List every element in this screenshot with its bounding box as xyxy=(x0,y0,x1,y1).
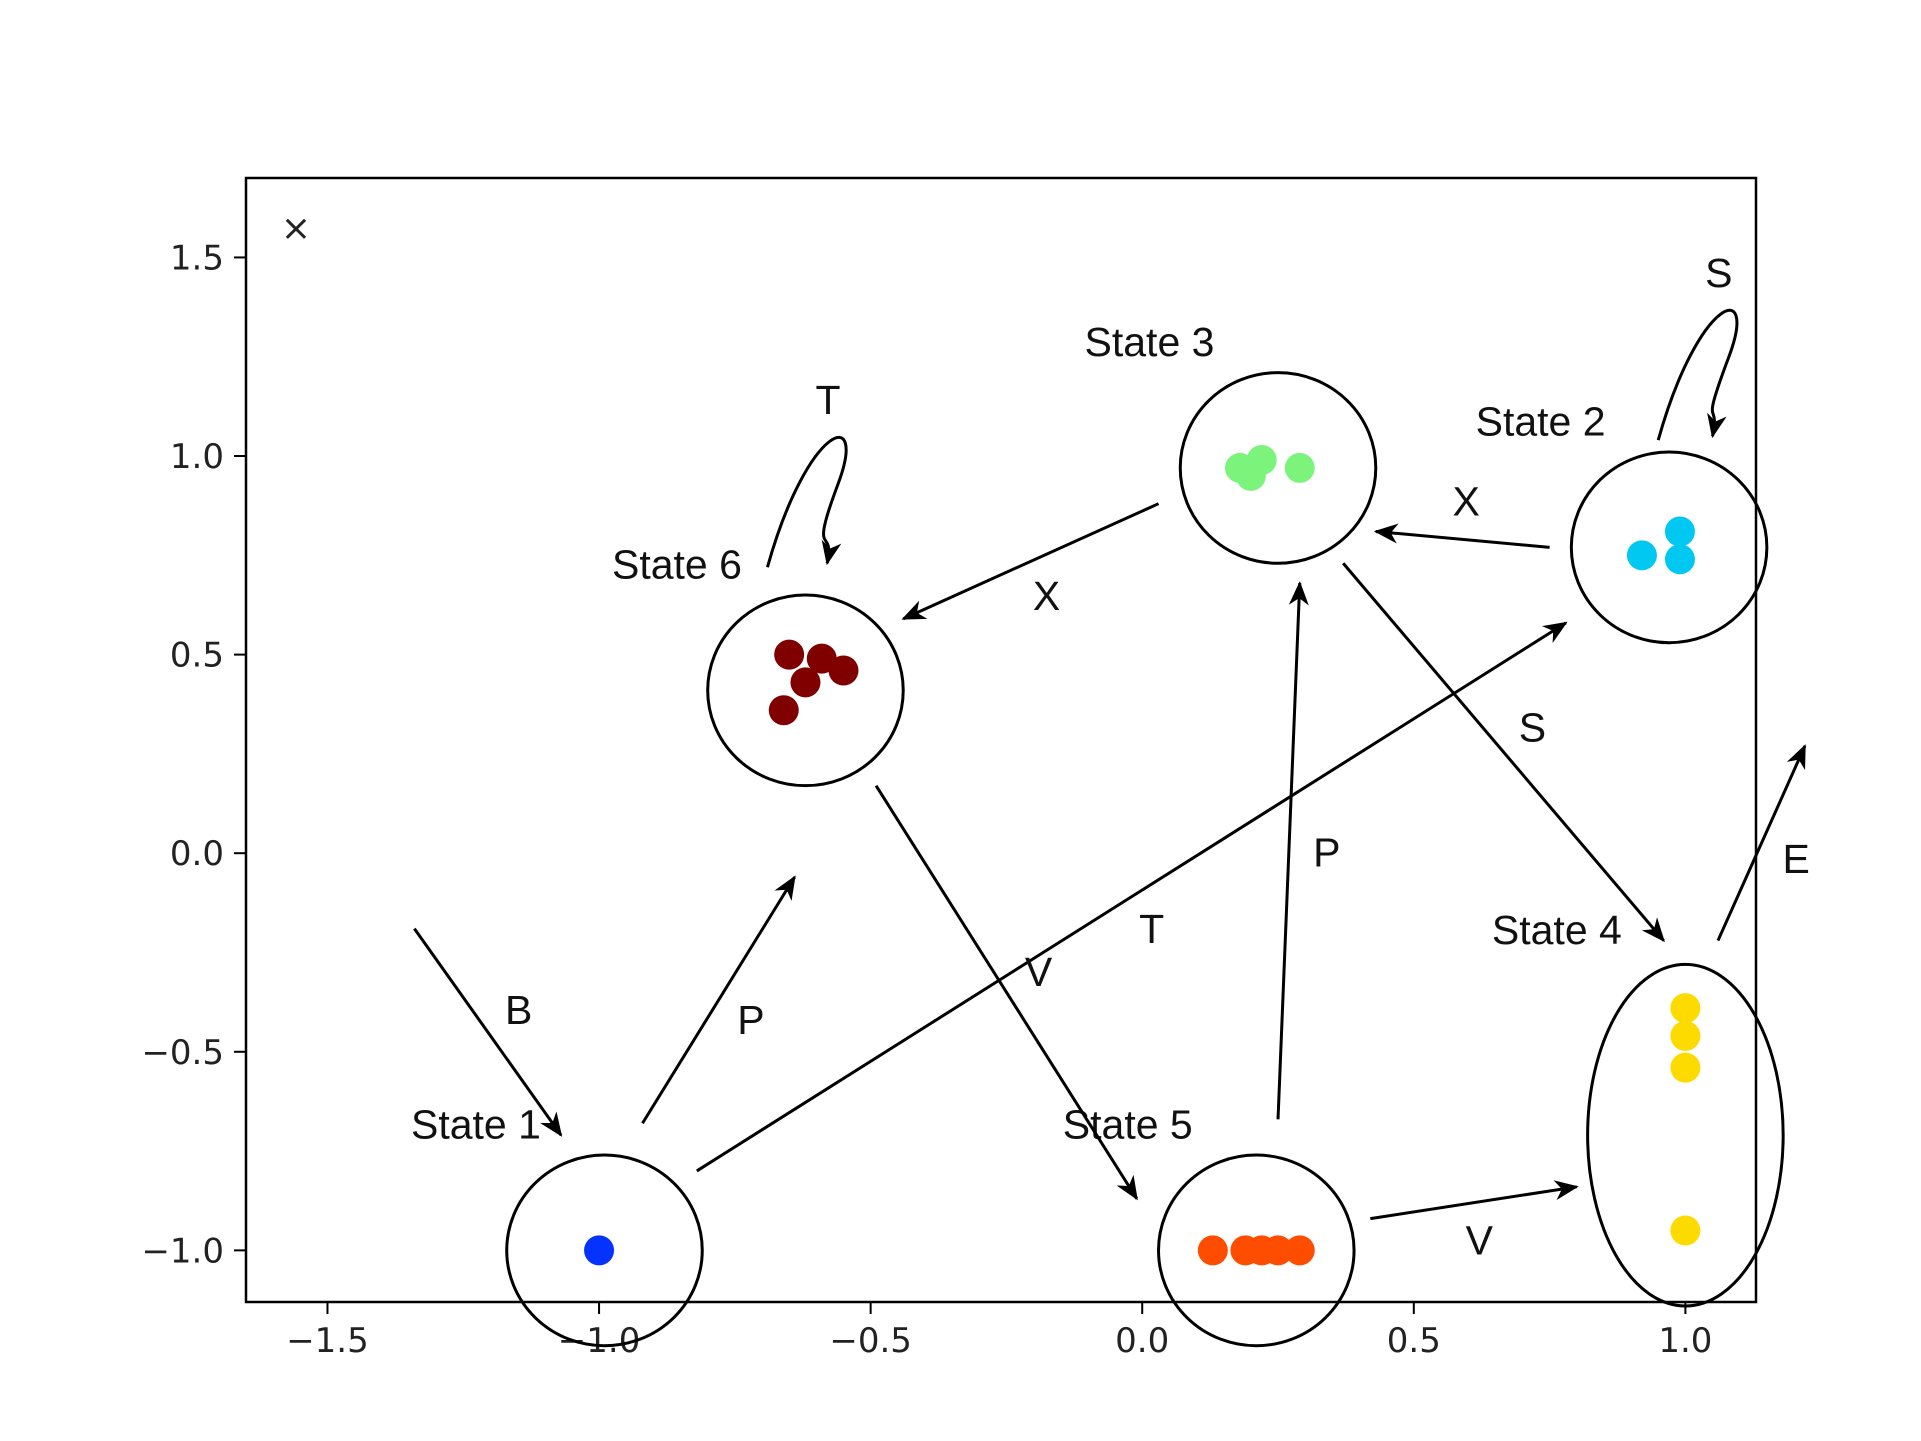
transition-label: B xyxy=(505,987,532,1033)
scatter-point xyxy=(1664,544,1695,575)
y-tick-label: −1.0 xyxy=(141,1231,224,1271)
y-tick-label: 1.0 xyxy=(170,437,224,477)
transition-label: P xyxy=(737,997,764,1043)
transition-label: V xyxy=(1025,949,1053,995)
state-label: State 3 xyxy=(1085,319,1215,365)
scatter-point xyxy=(1284,452,1315,483)
scatter-point xyxy=(774,639,805,670)
state-ellipse xyxy=(1586,962,1785,1308)
annotations-layer: State 1 State 2 State 3 State 4 State 5 State… xyxy=(411,250,1810,1263)
scatter-point xyxy=(584,1235,615,1266)
state-ellipse xyxy=(1178,371,1378,565)
scatter-point xyxy=(1670,1215,1701,1246)
transition-label: V xyxy=(1466,1217,1494,1263)
transition-self-loop xyxy=(765,435,848,568)
transition-self-loop xyxy=(1656,308,1739,441)
state-ellipse xyxy=(1157,1153,1356,1348)
transition-label: X xyxy=(1033,573,1060,619)
scatter-point xyxy=(768,695,799,726)
axes-layer: −1.5 −1.0 −0.5 0.0 0.5 1.01.51.00.50.0−0.5−1.… xyxy=(141,176,1758,1361)
scatter-point xyxy=(1626,540,1657,571)
scatter-point xyxy=(790,667,821,698)
transition-arrow xyxy=(696,621,1568,1173)
transition-arrow xyxy=(641,875,796,1125)
y-tick-label: 1.5 xyxy=(170,238,224,278)
scatter-point xyxy=(1246,444,1277,475)
transition-label: T xyxy=(1139,906,1164,952)
scatter-point xyxy=(828,655,859,686)
state-label: State 5 xyxy=(1063,1101,1193,1147)
transition-arrow xyxy=(1370,1180,1579,1221)
plot-frame xyxy=(244,176,1758,1304)
x-tick-label: 1.0 xyxy=(1658,1321,1712,1361)
y-tick-label: −0.5 xyxy=(141,1033,224,1073)
scatter-point xyxy=(1670,1020,1701,1051)
transition-arrow xyxy=(413,927,563,1137)
state-label: State 1 xyxy=(411,1101,541,1147)
marks-layer xyxy=(505,371,1785,1348)
state-label: State 2 xyxy=(1476,398,1606,444)
scatter-point xyxy=(1670,1052,1701,1083)
transition-label: S xyxy=(1519,704,1546,750)
transition-arrow xyxy=(874,784,1139,1201)
scatter-point xyxy=(1670,993,1701,1024)
scatter-point xyxy=(1197,1235,1228,1266)
transition-arrow xyxy=(1276,581,1309,1120)
transition-label: E xyxy=(1782,836,1809,882)
scatter-point xyxy=(1284,1235,1315,1266)
transition-label: T xyxy=(816,377,841,423)
x-tick-label: 0.5 xyxy=(1387,1321,1441,1361)
state-label: State 4 xyxy=(1492,907,1622,953)
transition-arrow xyxy=(1716,744,1807,942)
x-tick-label: −1.5 xyxy=(286,1321,369,1361)
scatter-point xyxy=(1664,516,1695,547)
state-ellipse xyxy=(706,593,905,788)
y-tick-label: 0.5 xyxy=(170,636,224,676)
state-label: State 6 xyxy=(612,541,742,587)
x-tick-label: −0.5 xyxy=(829,1321,912,1361)
scatter-point xyxy=(1263,1235,1294,1266)
transition-label: S xyxy=(1705,250,1732,296)
x-tick-label: 0.0 xyxy=(1115,1321,1169,1361)
transition-arrow xyxy=(901,502,1160,621)
transition-label: X xyxy=(1452,479,1479,525)
state-ellipse xyxy=(1569,450,1769,645)
transition-label: P xyxy=(1313,830,1340,876)
transition-arrow xyxy=(1342,562,1665,943)
corner-marker-label: × xyxy=(281,208,311,249)
state-ellipse xyxy=(505,1153,704,1348)
y-tick-label: 0.0 xyxy=(170,834,224,874)
transition-arrow xyxy=(1373,523,1550,549)
